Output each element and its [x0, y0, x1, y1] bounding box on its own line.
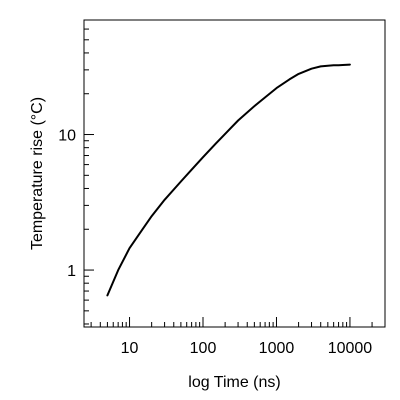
x-tick-label: 100 [190, 340, 217, 357]
series-line [106, 63, 351, 297]
y-tick-label: 1 [67, 263, 76, 280]
plot-frame [83, 19, 386, 328]
x-axis-label: log Time (ns) [188, 374, 280, 391]
x-tick-label: 10000 [328, 340, 373, 357]
x-tick-label: 1000 [259, 340, 295, 357]
x-tick-label: 10 [121, 340, 139, 357]
tick-labels-layer: 10 100 1000 10000 1 10 [58, 128, 372, 357]
y-tick-label: 10 [58, 128, 76, 145]
ticks-layer [84, 19, 386, 327]
y-axis-label: Temperature rise (°C) [29, 97, 46, 250]
